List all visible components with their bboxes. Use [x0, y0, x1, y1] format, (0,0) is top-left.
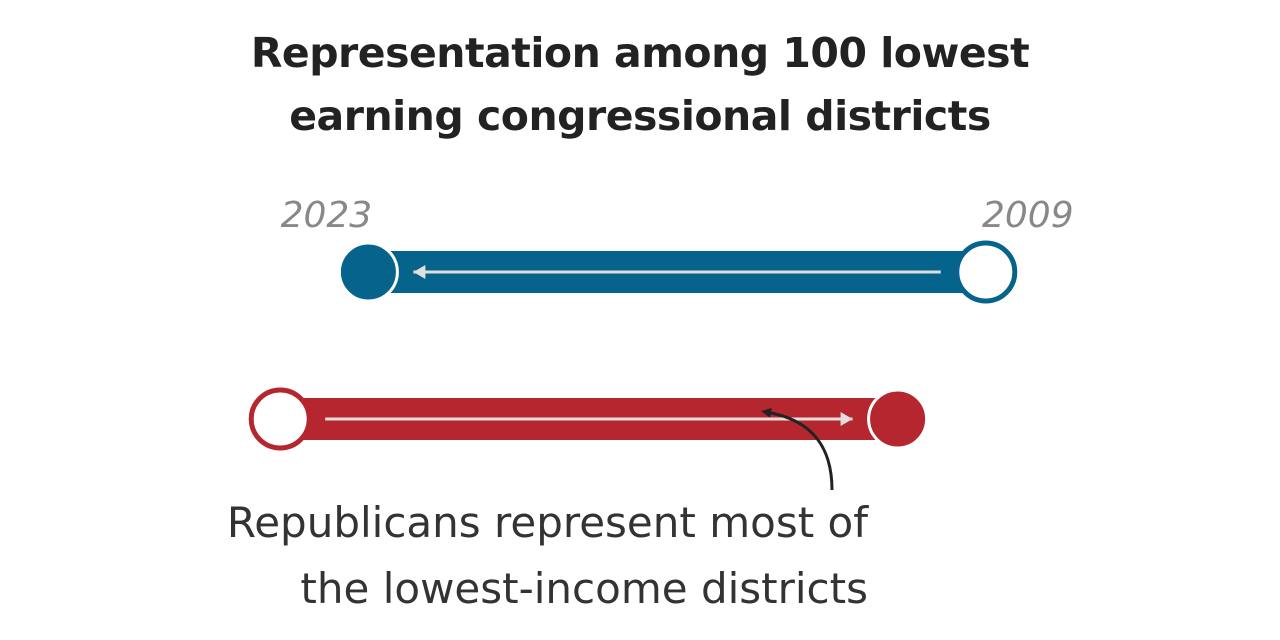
chart-title-line-2: earning congressional districts	[289, 92, 991, 140]
rep-series	[248, 387, 929, 451]
year-label-2009: 2009	[982, 195, 1074, 236]
year-label-2023: 2023	[281, 195, 373, 236]
chart-title: Representation among 100 lowest earning …	[0, 22, 1280, 148]
dem-series	[337, 240, 1018, 304]
annotation-text-line-1: Republicans represent most of	[227, 498, 869, 547]
annotation-text-line-2: the lowest-income districts	[300, 564, 868, 613]
rep-dot-2023	[867, 388, 929, 450]
rep-dot-2009	[248, 387, 312, 451]
rep-direction-arrow-head	[840, 412, 853, 426]
dem-dot-2023	[337, 241, 399, 303]
annotation-arrow	[761, 407, 834, 491]
chart-title-line-1: Representation among 100 lowest	[250, 29, 1030, 77]
dem-direction-arrow-head	[413, 265, 426, 279]
dem-dot-2009	[954, 240, 1018, 304]
